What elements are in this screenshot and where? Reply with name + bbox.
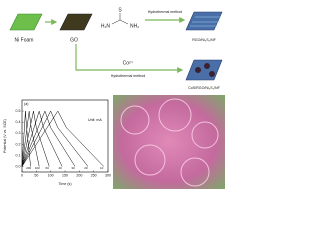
ni-foam-label: Ni Foam — [15, 37, 34, 43]
step2-label: Hydrothermal method — [111, 74, 146, 78]
step1-label: Hydrothermal method — [148, 10, 183, 14]
series-label: 30 — [71, 166, 75, 170]
molecule-right: NH₂ — [130, 23, 139, 29]
go-label: GO — [70, 37, 78, 43]
series-label: 60 — [46, 166, 50, 170]
page: {"scheme": {"ni_foam": "Ni Foam", "go": … — [2, 7, 225, 189]
sem-image — [113, 95, 225, 189]
molecule-s: S — [118, 7, 122, 13]
series-line — [21, 111, 50, 167]
series-label: 100 — [35, 166, 40, 170]
ni-foam — [9, 13, 43, 31]
foam-texture — [190, 16, 221, 27]
y-tick-label: 0.4 — [16, 120, 21, 124]
graphical-abstract: Ni Foam GO S H₂N NH₂ Hydrothermal method… — [3, 7, 225, 189]
y-tick-label: 0.3 — [16, 131, 21, 135]
bond — [111, 19, 121, 25]
annotation: Unit: mA — [88, 118, 102, 122]
product2-label: CoS/RGO/Ni₃S₂/NF — [188, 86, 220, 90]
rgo-product — [185, 11, 223, 31]
arrow — [75, 44, 184, 73]
series-line — [21, 110, 104, 167]
x-tick-label: 150 — [62, 173, 68, 177]
sem-texture — [120, 98, 219, 187]
series-label: 40 — [58, 166, 62, 170]
y-tick-label: 0.5 — [16, 109, 21, 113]
molecule-left: H₂N — [101, 23, 111, 29]
reagent-label: Co²⁺ — [123, 60, 134, 66]
series-line — [21, 110, 76, 167]
cos-particle — [209, 71, 215, 77]
x-axis-label: Time (s) — [58, 182, 71, 186]
x-tick-label: 250 — [91, 173, 97, 177]
go-sheet — [59, 13, 93, 31]
series-line — [21, 111, 40, 167]
product1-label: RGO/Ni₃S₂/NF — [192, 38, 216, 42]
x-tick-label: 50 — [34, 173, 38, 177]
cos-particle — [195, 67, 201, 73]
y-axis-label: Potential (V vs. SCE) — [3, 119, 7, 153]
x-tick-label: 0 — [21, 173, 23, 177]
plot-frame — [21, 99, 109, 173]
cos-product — [185, 59, 223, 81]
series-line — [21, 110, 89, 167]
series-label: 200 — [26, 166, 31, 170]
panel-label: (a) — [24, 102, 28, 106]
series-line — [21, 111, 31, 167]
series-label: 10 — [100, 166, 104, 170]
y-tick-label: 0.2 — [16, 142, 21, 146]
y-tick-label: 0.0 — [16, 164, 21, 168]
series-label: 20 — [84, 166, 88, 170]
cos-particle — [204, 63, 210, 69]
x-tick-label: 300 — [105, 173, 111, 177]
x-tick-label: 200 — [76, 173, 82, 177]
y-tick-label: 0.1 — [16, 153, 21, 157]
x-tick-label: 100 — [48, 173, 54, 177]
bond — [119, 19, 129, 25]
